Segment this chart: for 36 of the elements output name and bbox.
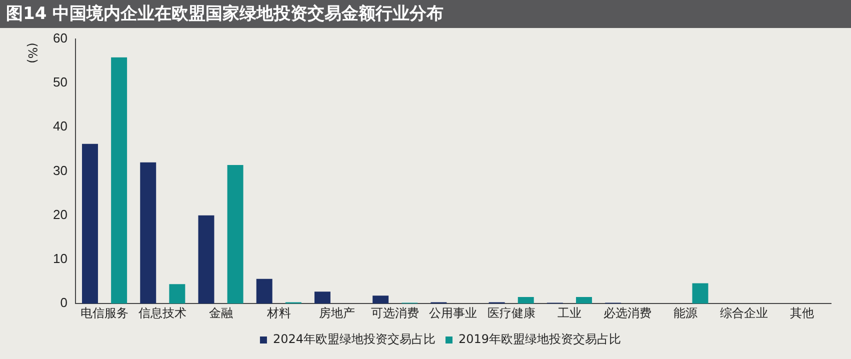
x-tick-label: 能源 bbox=[674, 306, 698, 320]
y-tick-label: 10 bbox=[52, 251, 68, 266]
x-tick-label: 其他 bbox=[790, 306, 814, 320]
y-tick-label: 40 bbox=[52, 118, 68, 134]
bar bbox=[140, 162, 156, 304]
x-tick-label: 电信服务 bbox=[80, 306, 129, 320]
bar bbox=[576, 296, 592, 304]
y-tick-label: 60 bbox=[52, 30, 68, 46]
legend-label: 2019年欧盟绿地投资交易占比 bbox=[458, 332, 622, 346]
x-tick-label: 必选消费 bbox=[604, 306, 652, 320]
bar bbox=[692, 283, 708, 304]
bar bbox=[314, 292, 330, 304]
bar bbox=[198, 215, 214, 304]
x-tick-label: 工业 bbox=[557, 306, 582, 320]
x-tick-label: 房地产 bbox=[318, 306, 355, 320]
x-tick-label: 公用事业 bbox=[429, 306, 478, 320]
bar bbox=[518, 296, 534, 304]
x-tick-label: 综合企业 bbox=[720, 306, 768, 320]
bar bbox=[82, 144, 98, 304]
x-tick-label: 信息技术 bbox=[138, 306, 187, 320]
x-tick-label: 金融 bbox=[208, 306, 233, 320]
y-tick-label: 20 bbox=[52, 206, 68, 222]
bar bbox=[372, 296, 389, 304]
legend-label: 2024年欧盟绿地投资交易占比 bbox=[272, 332, 436, 346]
y-tick-label: 30 bbox=[52, 162, 68, 178]
y-tick-label: 0 bbox=[60, 295, 68, 310]
bar bbox=[111, 57, 128, 304]
bar bbox=[256, 278, 272, 304]
chart-title: 图14 中国境内企业在欧盟国家绿地投资交易金额行业分布 bbox=[0, 0, 851, 28]
y-tick-label: 50 bbox=[52, 74, 68, 90]
x-tick-label: 医疗健康 bbox=[487, 306, 536, 320]
x-tick-label: 材料 bbox=[266, 306, 291, 320]
bar bbox=[169, 284, 186, 304]
x-tick-label: 可选消费 bbox=[371, 306, 420, 320]
y-axis-title: (%) bbox=[25, 42, 40, 64]
bar bbox=[227, 165, 244, 304]
